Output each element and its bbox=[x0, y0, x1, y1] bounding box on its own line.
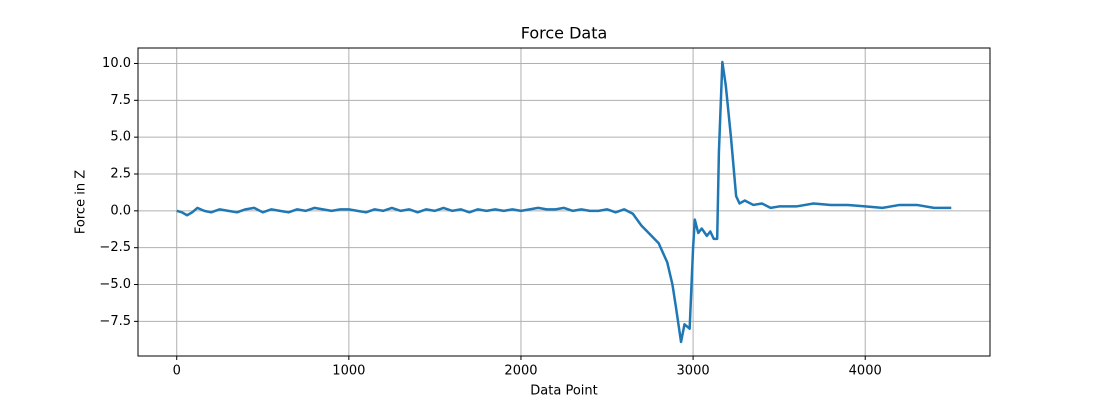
y-tick-label: 7.5 bbox=[110, 93, 131, 108]
y-tick-label: −5.0 bbox=[99, 277, 131, 292]
x-tick-label: 3000 bbox=[677, 364, 710, 379]
y-tick-label: 2.5 bbox=[110, 167, 131, 182]
data-line bbox=[176, 60, 952, 344]
y-axis-label: Force in Z bbox=[74, 170, 89, 234]
x-tick-label: 0 bbox=[173, 364, 181, 379]
y-tick-label: −7.5 bbox=[99, 314, 131, 329]
x-tick-label: 2000 bbox=[504, 364, 537, 379]
x-tick-label: 4000 bbox=[849, 364, 882, 379]
y-tick-label: 10.0 bbox=[102, 56, 131, 71]
x-tick-label: 1000 bbox=[332, 364, 365, 379]
chart-title: Force Data bbox=[521, 24, 608, 43]
y-tick-label: −2.5 bbox=[99, 240, 131, 255]
y-tick-label: 0.0 bbox=[110, 203, 131, 218]
plot-frame bbox=[137, 47, 991, 357]
x-axis-label: Data Point bbox=[530, 384, 597, 399]
y-tick-label: 5.0 bbox=[110, 130, 131, 145]
